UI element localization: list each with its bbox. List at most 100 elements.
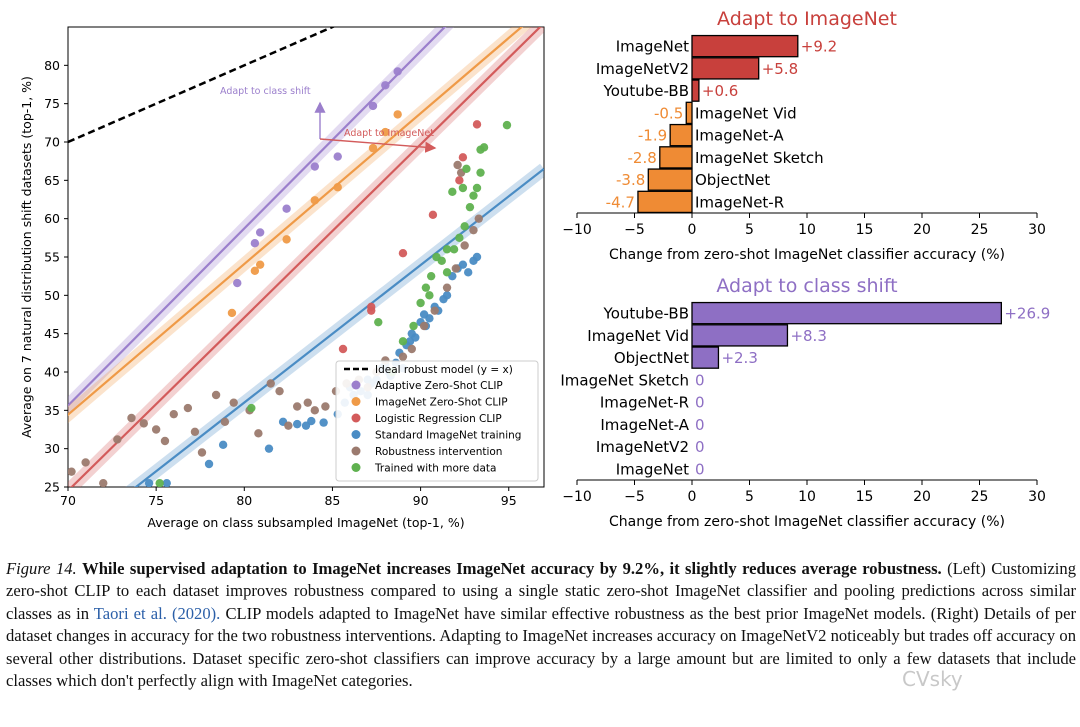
figure-caption: Figure 14. While supervised adaptation t…	[6, 558, 1076, 692]
scatter-point	[333, 152, 342, 161]
scatter-point	[197, 448, 207, 457]
scatter-point	[442, 291, 452, 300]
scatter-point	[333, 183, 342, 192]
legend-label-ideal: Ideal robust model (y = x)	[375, 364, 513, 376]
scatter-point	[264, 444, 274, 453]
scatter-point	[381, 127, 390, 137]
legend-label: ImageNet Zero-Shot CLIP	[375, 397, 508, 409]
scatter-point	[398, 248, 408, 258]
scatter-point	[204, 459, 214, 469]
scatter-point	[460, 241, 469, 250]
bar-value-label: +9.2	[801, 38, 837, 56]
scatter-point	[255, 228, 265, 237]
bar	[647, 168, 693, 191]
y-tick-label: 45	[44, 326, 60, 341]
scatter-point	[160, 436, 170, 446]
scatter-point	[247, 403, 256, 413]
annotation-adapt-class-shift: Adapt to class shift	[220, 86, 311, 97]
scatter-point	[398, 352, 408, 361]
x-tick-label: 70	[60, 493, 76, 508]
caption-label: Figure 14.	[6, 559, 77, 578]
scatter-point	[254, 429, 263, 438]
scatter-point	[374, 317, 383, 327]
bar-value-label: 0	[695, 394, 705, 412]
bar-value-label: -4.7	[606, 193, 635, 211]
scatter-y-label: Average on 7 natural distribution shift …	[19, 76, 34, 438]
scatter-point	[381, 81, 390, 90]
bar	[669, 123, 693, 147]
scatter-point	[426, 271, 436, 281]
scatter-point	[465, 202, 475, 212]
scatter-point	[162, 478, 171, 487]
legend-swatch	[351, 463, 361, 472]
x-tick-label: 15	[856, 489, 874, 505]
legend-label: Robustness intervention	[375, 446, 502, 458]
scatter-legend: Ideal robust model (y = x) Adaptive Zero…	[335, 360, 539, 482]
scatter-point	[250, 239, 260, 248]
x-tick-label: 0	[688, 222, 697, 238]
bar-value-label: -2.8	[628, 149, 657, 167]
bar	[691, 301, 1003, 325]
scatter-point	[227, 308, 237, 318]
legend-items: Adaptive Zero-Shot CLIP ImageNet Zero-Sho…	[351, 380, 521, 475]
scatter-point	[139, 419, 149, 428]
fit-line-0	[68, 27, 447, 408]
y-tick-label: 65	[44, 173, 60, 188]
bar-chart-adapt-imagenet: Adapt to ImageNet ImageNet +9.2 ImageNetV2…	[562, 8, 1046, 263]
scatter-point	[472, 252, 482, 262]
y-tick-label: 60	[44, 211, 60, 226]
y-tick-label: 50	[44, 288, 60, 303]
x-tick-label: 30	[1028, 489, 1046, 505]
bar-value-label: +2.3	[721, 349, 757, 367]
bar-value-label: +26.9	[1004, 305, 1050, 323]
bar	[691, 57, 760, 80]
y-tick-label: 55	[44, 250, 60, 265]
legend-swatch	[351, 380, 361, 390]
caption-bold: While supervised adaptation to ImageNet …	[82, 559, 942, 578]
scatter-point	[460, 222, 469, 231]
scatter-point	[282, 235, 291, 244]
x-tick-label: 25	[971, 489, 989, 505]
scatter-x-label: Average on class subsampled ImageNet (to…	[147, 515, 464, 530]
scatter-point	[458, 183, 468, 193]
scatter-point	[99, 478, 108, 487]
y-tick-label: 70	[44, 135, 60, 150]
scatter-point	[409, 321, 418, 331]
bar-chart-title: Adapt to ImageNet	[717, 8, 897, 30]
bar-category-label: ImageNet	[616, 38, 689, 56]
bar-chart-adapt-class-shift: Adapt to class shift Youtube-BB +26.9 Imag…	[560, 275, 1050, 530]
x-tick-label: 5	[745, 489, 754, 505]
scatter-point	[367, 302, 376, 312]
scatter-point	[368, 101, 378, 111]
scatter-point	[421, 283, 431, 292]
bar-category-label: ImageNet-R	[600, 394, 689, 412]
bar-category-label: ImageNet Vid	[587, 327, 689, 345]
x-tick-label: −5	[624, 489, 645, 505]
caption-text-continued: CLIP models adapted to ImageNet have sim…	[6, 603, 1076, 691]
scatter-point	[301, 421, 311, 430]
scatter-point	[407, 329, 416, 338]
caption-citation-link[interactable]: Taori et al. (2020).	[93, 603, 221, 623]
scatter-point	[319, 418, 328, 427]
scatter-point	[127, 413, 136, 423]
scatter-point	[250, 266, 260, 275]
scatter-point	[282, 204, 291, 213]
x-tick-label: 20	[913, 222, 931, 238]
bar-category-label: ImageNet-A	[695, 127, 784, 145]
bar-category-label: ImageNet Sketch	[560, 371, 689, 389]
scatter-point	[430, 306, 439, 315]
scatter-point	[428, 210, 438, 220]
scatter-point	[398, 337, 408, 346]
scatter-point	[303, 398, 312, 407]
bar-category-label: Youtube-BB	[603, 82, 689, 100]
bar-value-label: 0	[695, 416, 705, 434]
scatter-point	[368, 143, 378, 153]
scatter-point	[407, 344, 416, 354]
scatter-y-ticks: 25 30 35 40 45 50 55 60 65 70 75 80	[44, 58, 68, 495]
x-tick-label: −10	[562, 222, 592, 238]
scatter-point	[449, 245, 459, 254]
scatter-point	[469, 225, 478, 235]
legend-swatch	[351, 413, 361, 423]
scatter-point	[462, 164, 471, 174]
scatter-point	[455, 176, 464, 185]
